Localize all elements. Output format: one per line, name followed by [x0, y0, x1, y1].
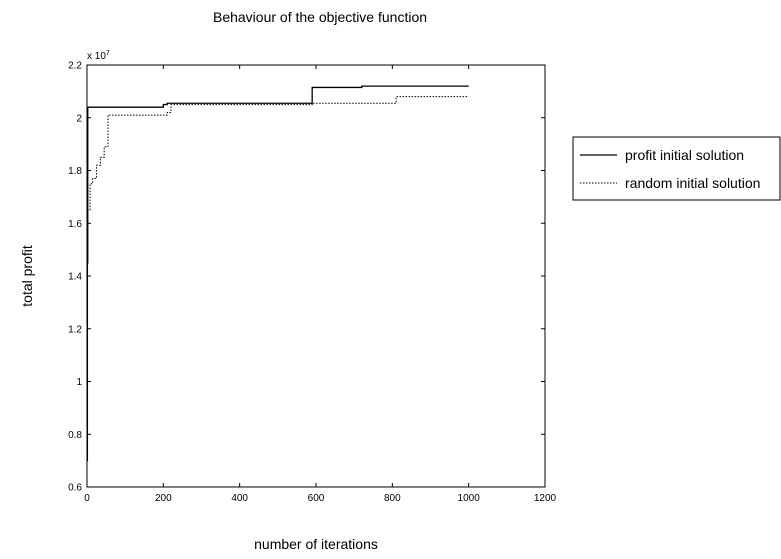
chart-title: Behaviour of the objective function [213, 9, 427, 25]
y-tick-label: 2.2 [68, 61, 82, 72]
x-tick-label: 1000 [458, 493, 481, 504]
series-layer [86, 85, 469, 462]
x-tick-label: 400 [231, 493, 248, 504]
y-tick-label: 1.8 [68, 166, 82, 177]
plot-area [86, 64, 546, 488]
y-axis-label: total profit [19, 245, 35, 307]
y-tick-label: 1.2 [68, 324, 82, 335]
y-tick-label: 2 [76, 113, 82, 124]
series-line-0 [86, 85, 469, 462]
y-multiplier: x 107 [87, 50, 110, 62]
x-tick-label: 1200 [534, 493, 557, 504]
x-tick-label: 800 [384, 493, 401, 504]
y-tick-label: 0.6 [68, 483, 82, 494]
x-tick-label: 0 [84, 493, 90, 504]
y-tick-label: 1.4 [68, 272, 82, 283]
legend-box [572, 136, 781, 201]
y-tick-label: 1.6 [68, 219, 82, 230]
x-axis-label: number of iterations [254, 536, 378, 552]
series-line-1 [87, 96, 469, 211]
x-tick-label: 200 [155, 493, 172, 504]
x-tick-label: 600 [308, 493, 325, 504]
legend-label-random: random initial solution [625, 175, 760, 191]
y-tick-label: 1 [76, 377, 82, 388]
y-tick-label: 0.8 [68, 430, 82, 441]
legend: profit initial solution random initial s… [572, 136, 781, 201]
ticks-layer: 0 200 400 600 800 1000 1200 0.6 0.8 1 1.2 1.4 1.6 1.8… [68, 61, 556, 505]
y-multiplier-exponent: 7 [106, 50, 110, 57]
legend-label-profit: profit initial solution [625, 147, 744, 163]
y-multiplier-base: x 10 [87, 51, 106, 62]
